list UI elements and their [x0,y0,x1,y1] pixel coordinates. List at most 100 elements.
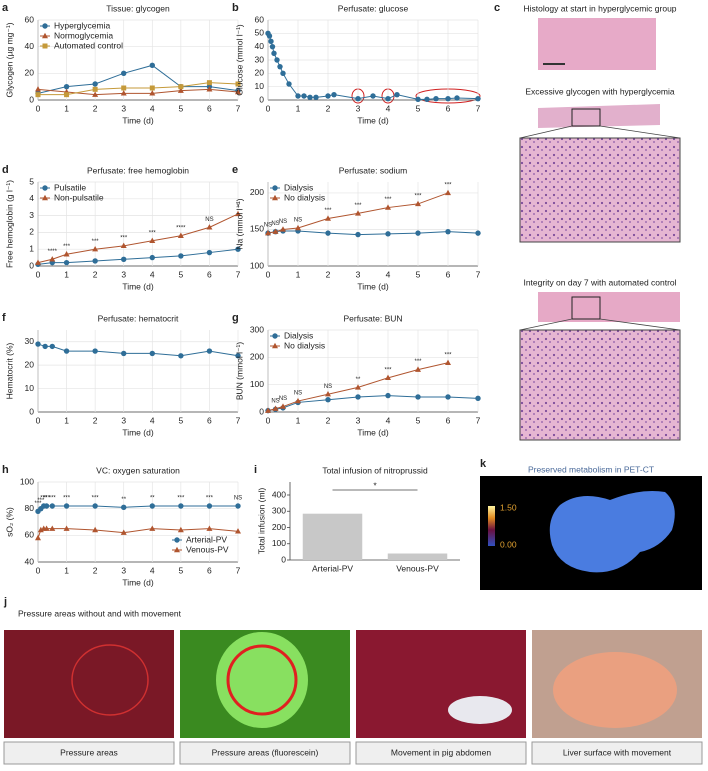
data-point [269,43,276,50]
x-tick-label: 0 [266,103,271,113]
data-point [206,249,213,256]
data-point [49,343,55,350]
data-point [445,228,451,235]
significance-label: *** [149,230,157,236]
legend-label: Venous-PV [186,544,229,554]
y-tick-label: 30 [255,54,265,64]
data-point [295,93,301,99]
y-axis-label: Glycogen (µg mg⁻¹) [4,22,14,97]
data-point [235,503,241,509]
significance-label: *** [37,498,45,504]
y-tick-label: 400 [272,489,286,499]
significance-label: NS [324,384,332,390]
y-tick-label: 100 [250,379,264,389]
data-point [92,526,99,533]
legend-marker [272,194,278,201]
y-tick-label: 3 [29,210,34,220]
caption-box [531,741,703,765]
y-tick-label: 0 [29,406,34,416]
y-tick-label: 100 [20,476,34,486]
data-point [121,256,127,262]
y-tick-label: 60 [25,14,35,24]
legend-marker [42,194,48,201]
data-point [63,259,70,266]
y-tick-label: 0 [259,94,264,104]
y-tick-label: 0 [29,94,34,104]
significance-label: *** [414,193,422,199]
legend-label: Dialysis [284,330,313,340]
data-point [415,394,421,400]
photos-panel: j Pressure areas without and with moveme… [3,596,703,765]
legend-marker [42,43,48,49]
x-axis-label: Time (d) [122,427,153,437]
data-point [42,343,48,350]
x-tick-label: 4 [150,269,155,279]
legend-label: Dialysis [284,182,313,192]
data-point [235,353,241,359]
legend-marker [272,185,278,191]
x-tick-label: 4 [150,103,155,113]
significance-label: NS [294,391,302,397]
significance-label: ** [150,496,155,502]
data-point [92,91,99,97]
histology-caption: Histology at start in hyperglycemic grou… [523,3,676,13]
chart-title: Total infusion of nitroprussid [322,465,428,475]
x-axis-label: Time (d) [122,281,153,291]
x-tick-label: 4 [386,415,391,425]
x-axis-label: Time (d) [357,427,388,437]
data-point [385,95,391,102]
data-point [355,95,361,102]
data-point [271,50,277,57]
series-line [38,82,239,96]
series-line [37,64,239,94]
significance-label: ** [121,497,126,503]
chart-title: VC: oxygen saturation [96,465,180,475]
zoom-box [571,296,601,320]
data-point [415,230,421,236]
x-tick-label: 4 [386,103,391,113]
data-point [325,391,331,397]
x-tick-label: 7 [236,565,241,575]
significance-label: NS [234,496,242,502]
data-point [286,81,292,87]
pet-liver [549,491,675,573]
significance-label: *** [414,359,422,365]
legend-marker [42,32,48,39]
chart-title: Tissue: glycogen [106,3,170,13]
significance-label: # [236,203,240,209]
y-tick-label: 0 [259,406,264,416]
data-point [445,394,451,400]
x-tick-label: 0 [36,103,41,113]
data-point [92,86,98,92]
caption-box [179,741,351,765]
y-tick-label: 1 [29,243,34,253]
legend-label: No dialysis [284,340,325,350]
y-tick-label: 30 [25,336,35,346]
data-point [385,204,391,210]
series-line [267,395,479,412]
x-tick-label: 2 [93,415,98,425]
x-tick-label: 3 [121,269,126,279]
data-point [149,85,155,91]
histology-zoom [519,137,681,243]
y-tick-label: 100 [250,260,264,270]
data-point [385,392,391,399]
data-point [268,38,274,45]
zoom-line [519,318,573,331]
y-axis-label: Na (mmol l⁻¹) [234,198,244,249]
legend-label: Hyperglycemia [54,20,110,30]
data-point [35,259,41,265]
color-bar [488,506,495,546]
panel-letter: b [232,2,239,14]
x-tick-label: 7 [236,415,241,425]
data-point [235,528,241,534]
photo-caption: Movement in pig abdomen [391,747,491,757]
histology-caption: Excessive glycogen with hyperglycemia [525,86,675,96]
data-point [63,348,70,354]
zoom-line [519,125,573,139]
data-point [63,83,70,90]
y-tick-label: 150 [250,224,264,234]
data-point [120,242,127,249]
significance-label: * [373,480,377,490]
